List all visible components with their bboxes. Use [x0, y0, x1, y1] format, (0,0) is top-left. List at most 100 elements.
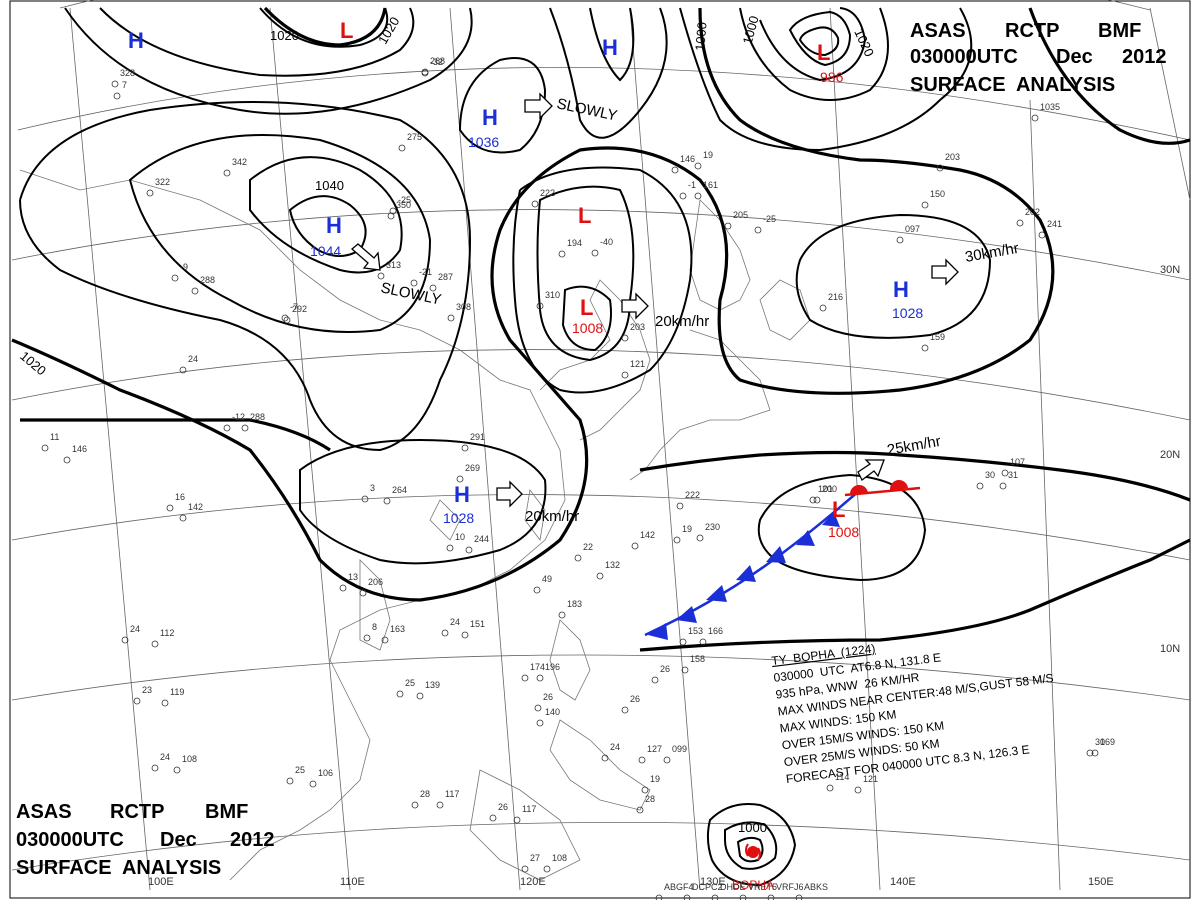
- station-circle-icon: [389, 207, 397, 215]
- station-circle-icon: [976, 482, 984, 490]
- station-obs-value: 161: [703, 180, 718, 190]
- movement-label: 20km/hr: [525, 508, 579, 525]
- typhoon-name: BOPHA: [732, 878, 774, 892]
- station-obs-value: 7: [122, 80, 127, 90]
- station-obs-value: 119: [170, 687, 184, 697]
- station-circle-icon: [283, 316, 291, 324]
- isobars: [19, 7, 992, 887]
- station-circle-icon: [363, 634, 371, 642]
- header-bottom-line2-c: 2012: [230, 829, 275, 851]
- station-obs-value: 150: [930, 189, 945, 199]
- station-circle-icon: [679, 192, 687, 200]
- header-bottom-line1-c: BMF: [205, 801, 248, 823]
- low-center-label: L: [340, 18, 353, 43]
- station-obs-value: 19: [682, 524, 692, 534]
- station-circle-icon: [133, 697, 141, 705]
- station-circle-icon: [446, 544, 454, 552]
- station-circle-icon: [826, 784, 834, 792]
- station-obs-value: 30: [985, 470, 995, 480]
- station-obs-value: 288: [200, 275, 215, 285]
- station-circle-icon: [121, 636, 129, 644]
- station-obs-value: 117: [522, 804, 536, 814]
- station-circle-icon: [223, 424, 231, 432]
- station-circle-icon: [655, 894, 663, 900]
- station-circle-icon: [543, 865, 551, 873]
- high-center-label: H: [454, 482, 470, 507]
- station-obs-value: 28: [420, 789, 430, 799]
- station-circle-icon: [1038, 231, 1046, 239]
- station-obs-value: 230: [705, 522, 720, 532]
- station-circle-icon: [161, 699, 169, 707]
- station-obs-value: -40: [600, 237, 613, 247]
- station-circle-icon: [461, 631, 469, 639]
- station-obs-value: 31: [1008, 470, 1018, 480]
- station-circle-icon: [673, 536, 681, 544]
- station-circle-icon: [795, 894, 803, 900]
- station-obs-value: 322: [155, 177, 170, 187]
- station-circle-icon: [339, 584, 347, 592]
- station-circle-icon: [621, 706, 629, 714]
- station-obs-value: -9: [180, 262, 188, 272]
- station-circle-icon: [754, 226, 762, 234]
- station-obs-value: 108: [182, 754, 197, 764]
- station-obs-value: 142: [188, 502, 203, 512]
- station-obs-value: -12: [232, 412, 245, 422]
- station-obs-value: 13: [348, 572, 358, 582]
- station-circle-icon: [767, 894, 775, 900]
- station-obs-value: 127: [647, 744, 662, 754]
- header-top-line2-a: 030000UTC: [910, 46, 1018, 68]
- station-obs-value: 121: [863, 774, 878, 784]
- station-circle-icon: [558, 250, 566, 258]
- station-obs-value: 216: [828, 292, 843, 302]
- station-obs-value: 169: [1100, 737, 1115, 747]
- station-obs-value: 342: [232, 157, 247, 167]
- station-circle-icon: [489, 814, 497, 822]
- station-obs-value: VRFJ6: [776, 882, 804, 892]
- station-obs-value: 196: [545, 662, 560, 672]
- station-circle-icon: [241, 424, 249, 432]
- station-circle-icon: [536, 719, 544, 727]
- station-circle-icon: [173, 766, 181, 774]
- station-circle-icon: [694, 162, 702, 170]
- low-center-label: L: [580, 295, 593, 320]
- station-obs-value: -7: [290, 302, 298, 312]
- station-obs-value: 117: [445, 789, 459, 799]
- station-obs-value: 269: [465, 463, 480, 473]
- station-circle-icon: [429, 284, 437, 292]
- high-center-value: 1044: [310, 243, 341, 259]
- station-circle-icon: [813, 496, 821, 504]
- grid-labels: 100E 110E 120E 130E 140E 150E 30N 20N 10…: [148, 264, 1180, 888]
- station-circle-icon: [896, 236, 904, 244]
- station-circle-icon: [809, 496, 817, 504]
- station-obs-value: 22: [583, 542, 593, 552]
- station-circle-icon: [696, 534, 704, 542]
- station-obs-value: 24: [610, 742, 620, 752]
- station-obs-value: 163: [390, 624, 405, 634]
- station-circle-icon: [641, 786, 649, 794]
- station-obs-value: 121: [630, 359, 645, 369]
- station-obs-value: 26: [630, 694, 640, 704]
- station-obs-value: 097: [905, 224, 920, 234]
- station-obs-value: 112: [160, 628, 174, 638]
- station-circle-icon: [146, 189, 154, 197]
- station-circle-icon: [377, 272, 385, 280]
- station-circle-icon: [421, 68, 429, 76]
- header-top: ASAS RCTP BMF 030000UTC Dec 2012 SURFACE…: [910, 20, 1167, 96]
- station-obs-value: 142: [640, 530, 655, 540]
- station-obs-value: 158: [690, 654, 705, 664]
- station-circle-icon: [461, 444, 469, 452]
- station-obs-value: 24: [450, 617, 460, 627]
- station-obs-value: 241: [1047, 219, 1062, 229]
- station-obs-value: 292: [292, 304, 307, 314]
- station-circle-icon: [854, 786, 862, 794]
- station-circle-icon: [359, 589, 367, 597]
- lat-label-10n: 10N: [1160, 643, 1180, 655]
- low-center-label: L: [817, 40, 830, 65]
- lon-label-100e: 100E: [148, 876, 174, 888]
- station-obs-value: 25: [405, 678, 415, 688]
- station-circle-icon: [223, 169, 231, 177]
- station-obs-value: 24: [160, 752, 170, 762]
- station-obs-value: 132: [605, 560, 620, 570]
- station-obs-value: 183: [567, 599, 582, 609]
- station-circle-icon: [281, 314, 289, 322]
